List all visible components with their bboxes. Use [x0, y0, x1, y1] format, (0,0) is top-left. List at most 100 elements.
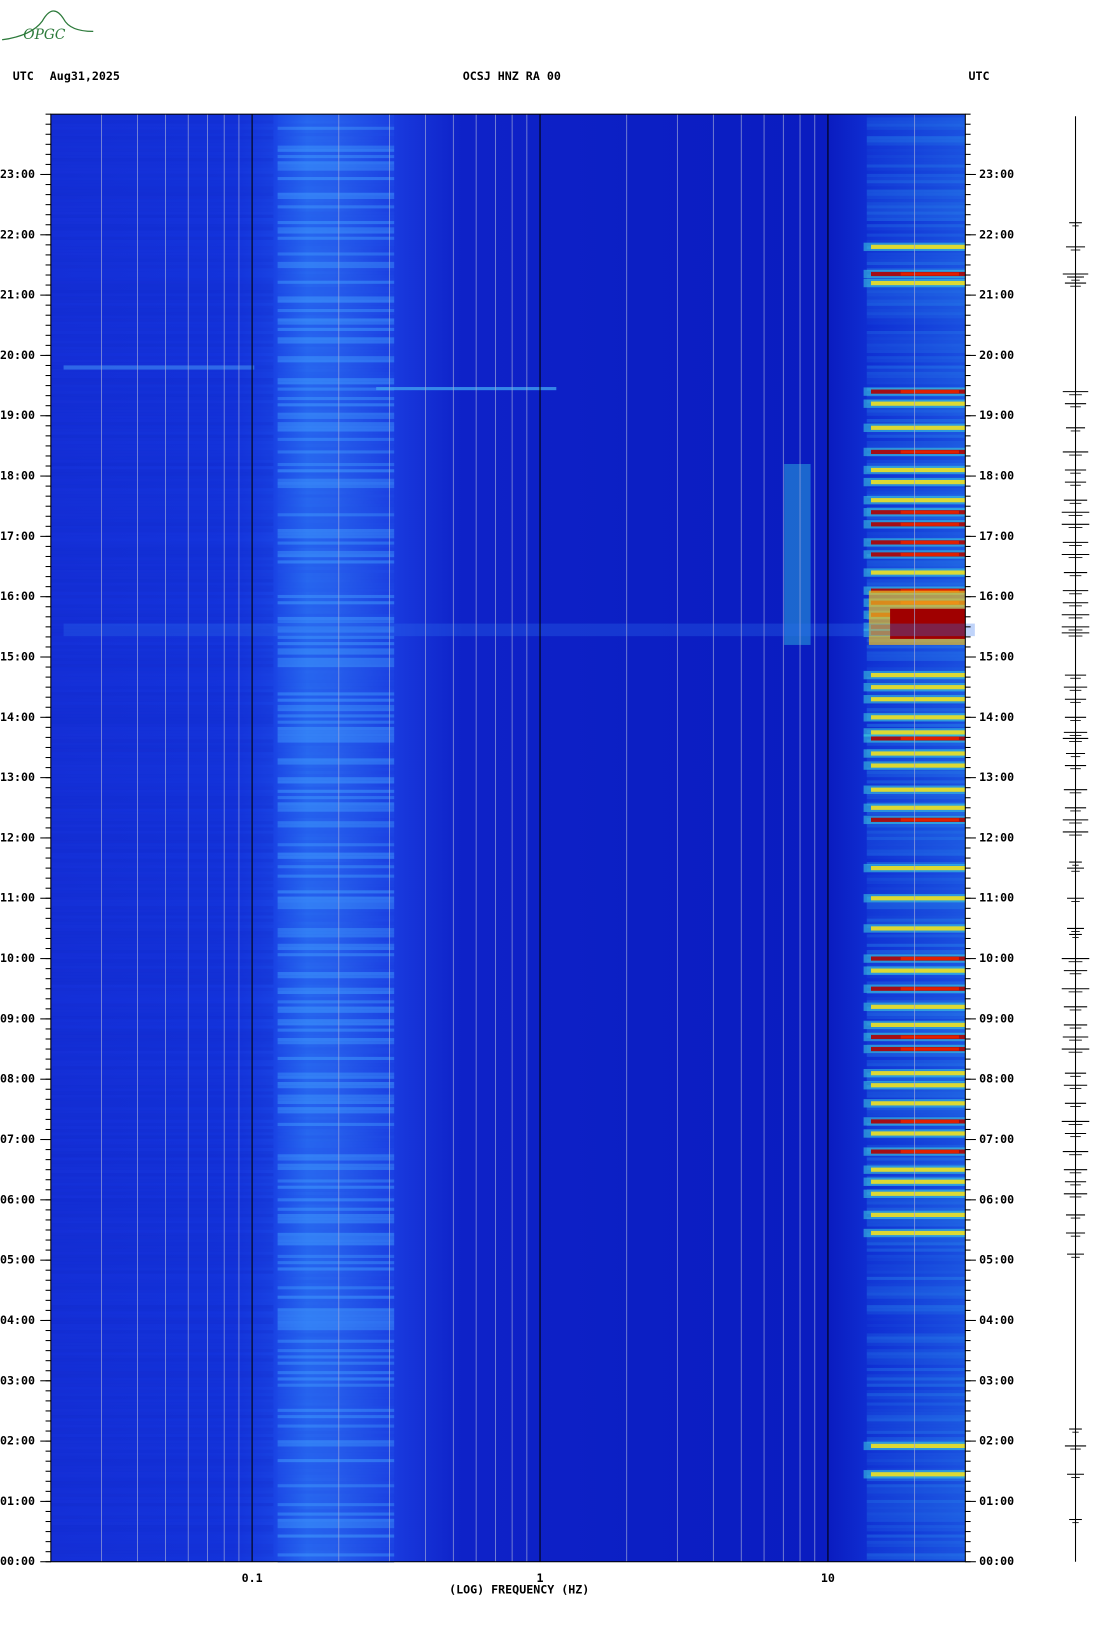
- texture-streak: [277, 799, 395, 803]
- texture-streak: [277, 1041, 395, 1045]
- texture-streak: [277, 1289, 395, 1293]
- texture-streak: [277, 1031, 395, 1035]
- texture-streak: [50, 1182, 274, 1186]
- texture-streak: [50, 1317, 274, 1321]
- texture-streak: [866, 1352, 966, 1356]
- texture-streak: [277, 444, 395, 448]
- y-tick-label: 12:00: [979, 830, 1014, 844]
- texture-streak: [50, 1103, 274, 1108]
- texture-streak: [277, 871, 395, 875]
- texture-streak: [277, 129, 395, 134]
- texture-streak: [866, 648, 966, 652]
- event-band: [871, 896, 966, 901]
- texture-streak: [866, 1537, 966, 1541]
- y-tick-label: 02:00: [979, 1434, 1014, 1448]
- texture-streak: [277, 1430, 395, 1434]
- texture-streak: [277, 679, 395, 683]
- texture-streak: [866, 824, 966, 828]
- texture-streak: [277, 1069, 395, 1073]
- texture-streak: [50, 1191, 274, 1196]
- texture-streak: [867, 328, 966, 331]
- texture-streak: [866, 1355, 966, 1359]
- texture-streak: [277, 1100, 395, 1104]
- texture-streak: [50, 1041, 274, 1045]
- texture-streak: [50, 1097, 274, 1101]
- texture-streak: [50, 840, 274, 844]
- texture-streak: [277, 1349, 395, 1353]
- texture-streak: [50, 139, 274, 143]
- texture-streak: [50, 1396, 274, 1400]
- texture-streak: [277, 613, 395, 617]
- texture-streak: [50, 676, 274, 680]
- texture-streak: [50, 1289, 274, 1293]
- texture-streak: [50, 1232, 274, 1236]
- texture-streak: [50, 400, 274, 404]
- texture-streak: [866, 1204, 966, 1208]
- texture-streak: [867, 171, 966, 174]
- event-core: [900, 1047, 959, 1051]
- texture-streak: [50, 698, 274, 702]
- texture-streak: [277, 676, 395, 680]
- texture-streak: [277, 1138, 395, 1142]
- texture-streak: [50, 1201, 274, 1205]
- texture-streak: [866, 1223, 966, 1227]
- texture-streak: [50, 362, 274, 366]
- texture-streak: [277, 1113, 395, 1117]
- texture-streak: [50, 1217, 274, 1221]
- texture-streak: [50, 290, 274, 294]
- texture-streak: [50, 167, 274, 171]
- event-block: [784, 463, 811, 645]
- texture-streak: [50, 321, 274, 325]
- texture-streak: [50, 277, 274, 281]
- texture-streak: [866, 1009, 966, 1013]
- texture-streak: [277, 1012, 395, 1017]
- texture-streak: [277, 286, 395, 291]
- texture-streak: [50, 604, 274, 608]
- texture-streak: [50, 783, 274, 787]
- texture-streak: [50, 1157, 274, 1161]
- texture-streak: [277, 1371, 395, 1375]
- texture-streak: [866, 1016, 966, 1020]
- texture-streak: [866, 1163, 966, 1167]
- texture-streak: [277, 651, 395, 655]
- texture-streak: [50, 396, 274, 401]
- texture-streak: [277, 271, 395, 275]
- texture-streak: [50, 142, 274, 146]
- texture-streak: [50, 959, 274, 963]
- texture-streak: [51, 1311, 274, 1314]
- texture-streak: [277, 902, 395, 907]
- texture-streak: [277, 635, 395, 639]
- texture-streak: [50, 312, 274, 316]
- texture-streak: [277, 484, 395, 489]
- texture-streak: [51, 689, 274, 692]
- texture-streak: [866, 1427, 966, 1431]
- texture-streak: [50, 1204, 274, 1208]
- texture-streak: [277, 821, 395, 825]
- seismogram: [1061, 222, 1090, 1524]
- texture-streak: [277, 997, 395, 1001]
- texture-streak: [866, 833, 966, 837]
- texture-streak: [277, 205, 395, 209]
- texture-streak: [866, 745, 966, 749]
- texture-streak: [277, 1210, 395, 1214]
- texture-streak: [277, 1110, 395, 1114]
- texture-streak: [277, 136, 395, 140]
- texture-streak: [277, 494, 395, 498]
- event-core: [900, 390, 959, 394]
- texture-streak: [866, 1493, 966, 1497]
- y-tick-label: 11:00: [0, 891, 35, 905]
- texture-streak: [277, 1116, 395, 1120]
- texture-streak: [50, 1314, 274, 1318]
- texture-streak: [866, 199, 966, 203]
- texture-streak: [866, 1393, 966, 1397]
- texture-streak: [50, 1503, 274, 1507]
- texture-streak: [866, 1273, 966, 1277]
- texture-streak: [866, 1405, 966, 1409]
- texture-streak: [50, 1267, 274, 1271]
- texture-streak: [277, 478, 395, 482]
- texture-streak: [50, 849, 274, 853]
- texture-streak: [50, 488, 274, 492]
- texture-streak: [50, 1179, 274, 1183]
- texture-streak: [866, 1276, 966, 1280]
- texture-streak: [277, 1182, 395, 1186]
